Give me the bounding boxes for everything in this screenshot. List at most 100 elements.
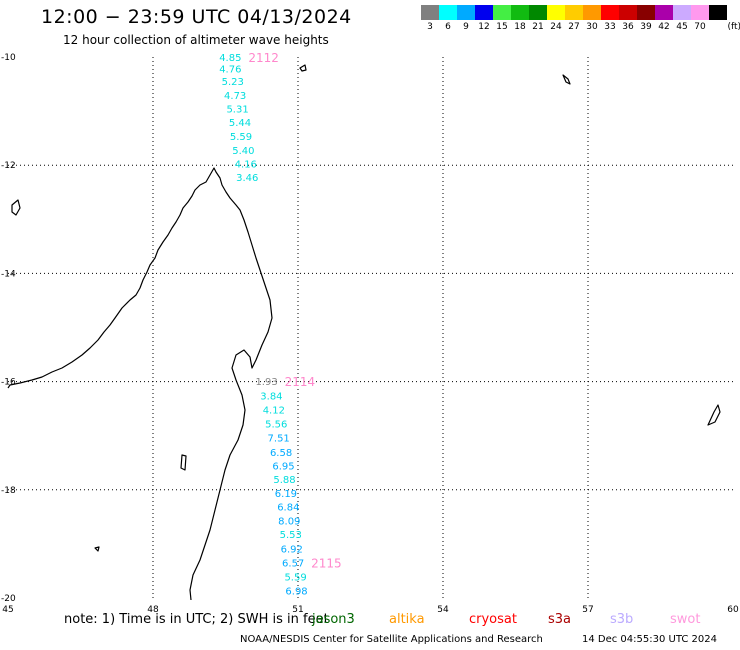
lat-tick-label: -20	[1, 594, 16, 604]
legend-swatch	[475, 5, 493, 20]
legend-swatch	[655, 5, 673, 20]
wave-height-value: 3.46	[236, 173, 258, 184]
legend-swatch	[457, 5, 475, 20]
wave-height-value: 4.76	[219, 64, 241, 75]
mission-label: cryosat	[469, 612, 517, 627]
wave-height-value: 5.44	[229, 118, 251, 129]
altimeter-tracks: 4.854.76 5.23 4.73 5.31 5.44 5.59 5.40 4.16 3.46…	[219, 51, 342, 597]
altimeter-pass: 1.93 3.84 4.12 5.56 7.51 6.58 6.95 5.88 6.19 6.84…	[255, 375, 315, 555]
lon-tick-label: 60	[727, 605, 739, 615]
legend-swatch	[493, 5, 511, 20]
legend-swatch	[421, 5, 439, 20]
legend-swatch	[619, 5, 637, 20]
map-subtitle: 12 hour collection of altimeter wave hei…	[63, 33, 329, 47]
legend-label: 45	[676, 22, 688, 32]
reunion-island	[707, 404, 721, 426]
lon-tick-label: 57	[582, 605, 593, 615]
madagascar-coastline	[7, 167, 273, 601]
wave-height-value: 4.16	[235, 160, 257, 171]
mission-label: jason3	[312, 612, 355, 627]
wave-height-value: 5.53	[280, 530, 302, 541]
legend-label: 6	[445, 22, 451, 32]
wave-height-value: 3.84	[260, 392, 282, 403]
legend-label: 18	[514, 22, 526, 32]
legend-label: 15	[496, 22, 508, 32]
wave-height-value: 6.57	[282, 558, 304, 569]
wave-height-value: 4.85	[219, 53, 241, 64]
lat-tick-label: -14	[1, 269, 16, 279]
mission-label: s3b	[610, 612, 634, 627]
coastline	[7, 64, 721, 601]
wave-height-value: 6.19	[275, 489, 297, 500]
altimeter-pass: 6.57 5.59 6.98 2115	[282, 556, 342, 597]
legend-swatch	[637, 5, 655, 20]
lon-tick-label: 51	[292, 605, 303, 615]
legend-swatch	[709, 5, 727, 20]
comoros-island	[11, 199, 21, 216]
lon-tick-label: 54	[437, 605, 449, 615]
legend-swatch	[583, 5, 601, 20]
lat-tick-label: -10	[1, 53, 16, 63]
legend-swatch	[529, 5, 547, 20]
wave-height-value: 6.92	[281, 544, 303, 555]
legend-label: 3	[427, 22, 433, 32]
wave-height-value: 5.31	[226, 104, 248, 115]
wave-height-value: 5.59	[284, 572, 306, 583]
legend-label: 70	[694, 22, 706, 32]
credit-line: NOAA/NESDIS Center for Satellite Applica…	[240, 634, 543, 645]
legend-swatch	[565, 5, 583, 20]
mission-label: swot	[670, 612, 701, 627]
legend-swatch	[547, 5, 565, 20]
wave-height-value: 4.12	[263, 405, 285, 416]
pass-id-label: 2112	[248, 51, 279, 65]
tromelin-island	[180, 454, 187, 471]
wave-height-value: 6.58	[270, 448, 292, 459]
legend-label: 42	[658, 22, 670, 32]
legend-swatch	[601, 5, 619, 20]
lon-tick-label: 48	[147, 605, 159, 615]
legend-label: 21	[532, 22, 544, 32]
mayotte-island	[94, 546, 100, 552]
lat-tick-label: -18	[1, 486, 16, 496]
legend-label: 30	[586, 22, 598, 32]
legend-label: 36	[622, 22, 634, 32]
legend-swatch	[511, 5, 529, 20]
legend-label: 9	[463, 22, 469, 32]
legend-label: 27	[568, 22, 580, 32]
legend-swatch	[673, 5, 691, 20]
lon-tick-label: 45	[2, 605, 13, 615]
legend-label: 12	[478, 22, 490, 32]
mission-label: s3a	[548, 612, 572, 627]
legend-color-bar	[421, 5, 727, 20]
graticule	[8, 57, 733, 598]
altimeter-pass: 4.854.76 5.23 4.73 5.31 5.44 5.59 5.40 4.16 3.46…	[219, 51, 279, 184]
wave-height-value: 1.93	[255, 377, 277, 388]
legend-label: 33	[604, 22, 616, 32]
wave-height-value: 5.56	[265, 419, 287, 430]
pass-id-label: 2115	[311, 556, 342, 570]
footnote: note: 1) Time is in UTC; 2) SWH is in fe…	[64, 612, 329, 627]
lat-tick-label: -16	[1, 378, 16, 388]
legend-label: 39	[640, 22, 652, 32]
wave-height-value: 7.51	[268, 433, 290, 444]
wave-height-value: 6.98	[285, 587, 307, 598]
wave-height-legend: 3 6 9 12 15 18 21 24 27 30 33 36 39 42 45 70 (ft)	[421, 5, 740, 32]
mission-label: altika	[389, 612, 425, 627]
glorieuses-island	[299, 64, 307, 72]
wave-height-value: 5.40	[232, 146, 254, 157]
legend-unit: (ft)	[727, 22, 740, 32]
map-title: 12:00 − 23:59 UTC 04/13/2024	[41, 6, 352, 28]
axis-tick-labels: 45 48 51 54 57 60 -10 -12 -14 -16 -18 -20	[1, 53, 739, 615]
generated-timestamp: 14 Dec 04:55:30 UTC 2024	[582, 634, 717, 645]
wave-height-value: 5.88	[273, 475, 295, 486]
legend-swatch	[691, 5, 709, 20]
legend-labels: 3 6 9 12 15 18 21 24 27 30 33 36 39 42 45 70	[421, 22, 727, 32]
legend-label: 24	[550, 22, 562, 32]
wave-height-value: 6.95	[272, 462, 294, 473]
legend-swatch	[439, 5, 457, 20]
wave-height-value: 5.59	[230, 132, 252, 143]
wave-height-value: 6.84	[277, 503, 299, 514]
agalega-island	[562, 74, 571, 85]
wave-height-value: 8.09	[278, 517, 300, 528]
